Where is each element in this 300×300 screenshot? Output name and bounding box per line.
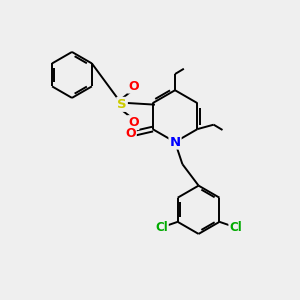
Text: O: O bbox=[125, 127, 136, 140]
Text: O: O bbox=[128, 116, 139, 129]
Text: S: S bbox=[117, 98, 127, 111]
Text: O: O bbox=[128, 80, 139, 93]
Text: N: N bbox=[169, 136, 181, 148]
Text: Cl: Cl bbox=[155, 221, 168, 234]
Text: Cl: Cl bbox=[229, 221, 242, 234]
